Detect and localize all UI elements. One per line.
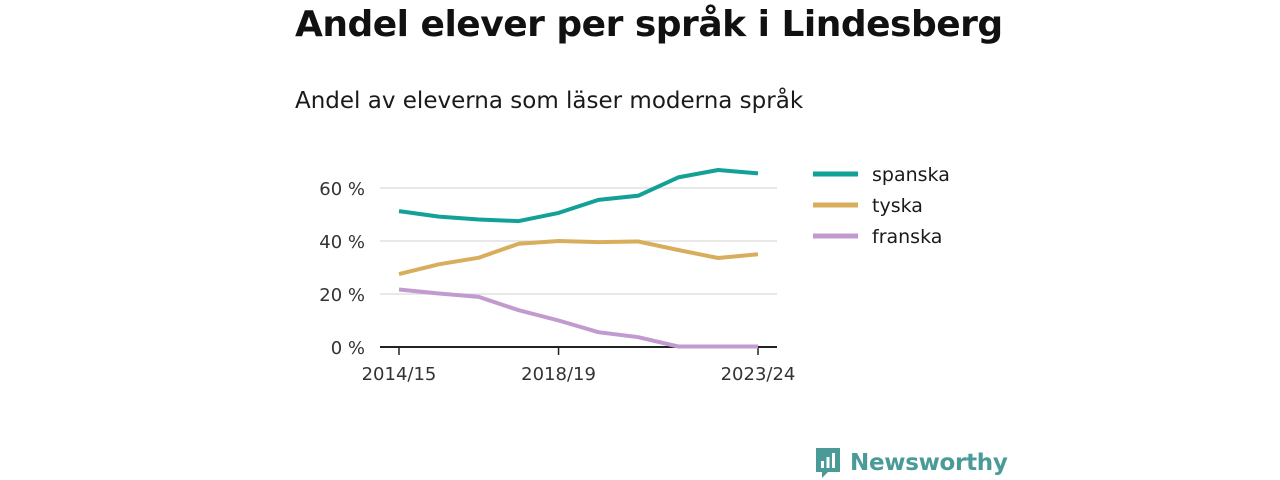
y-tick-label: 20 % [319, 285, 365, 306]
y-tick-label: 40 % [319, 232, 365, 253]
newsworthy-logo-icon [816, 448, 840, 478]
chart-subtitle: Andel av eleverna som läser moderna språ… [295, 88, 804, 114]
y-tick-label: 60 % [319, 179, 365, 200]
legend-label-franska: franska [872, 226, 942, 248]
brand-name: Newsworthy [850, 450, 1008, 476]
legend: spanska tyska franska [813, 164, 950, 248]
x-tick-label: 2023/24 [721, 364, 796, 385]
series-lines [398, 168, 759, 349]
series-line-spanska [398, 168, 759, 224]
newsworthy-logo: Newsworthy [814, 446, 1008, 480]
x-tick-label: 2018/19 [521, 364, 596, 385]
legend-label-spanska: spanska [872, 164, 950, 186]
series-line-tyska [398, 239, 759, 277]
series-line-franska [398, 287, 758, 349]
chart-title: Andel elever per språk i Lindesberg [295, 4, 1003, 45]
y-tick-label: 0 % [331, 338, 365, 359]
axes: 0 % 20 % 40 % 60 % 2014/15 2018/19 2023/24 [319, 179, 795, 385]
legend-label-tyska: tyska [872, 195, 923, 217]
x-tick-label: 2014/15 [362, 364, 437, 385]
